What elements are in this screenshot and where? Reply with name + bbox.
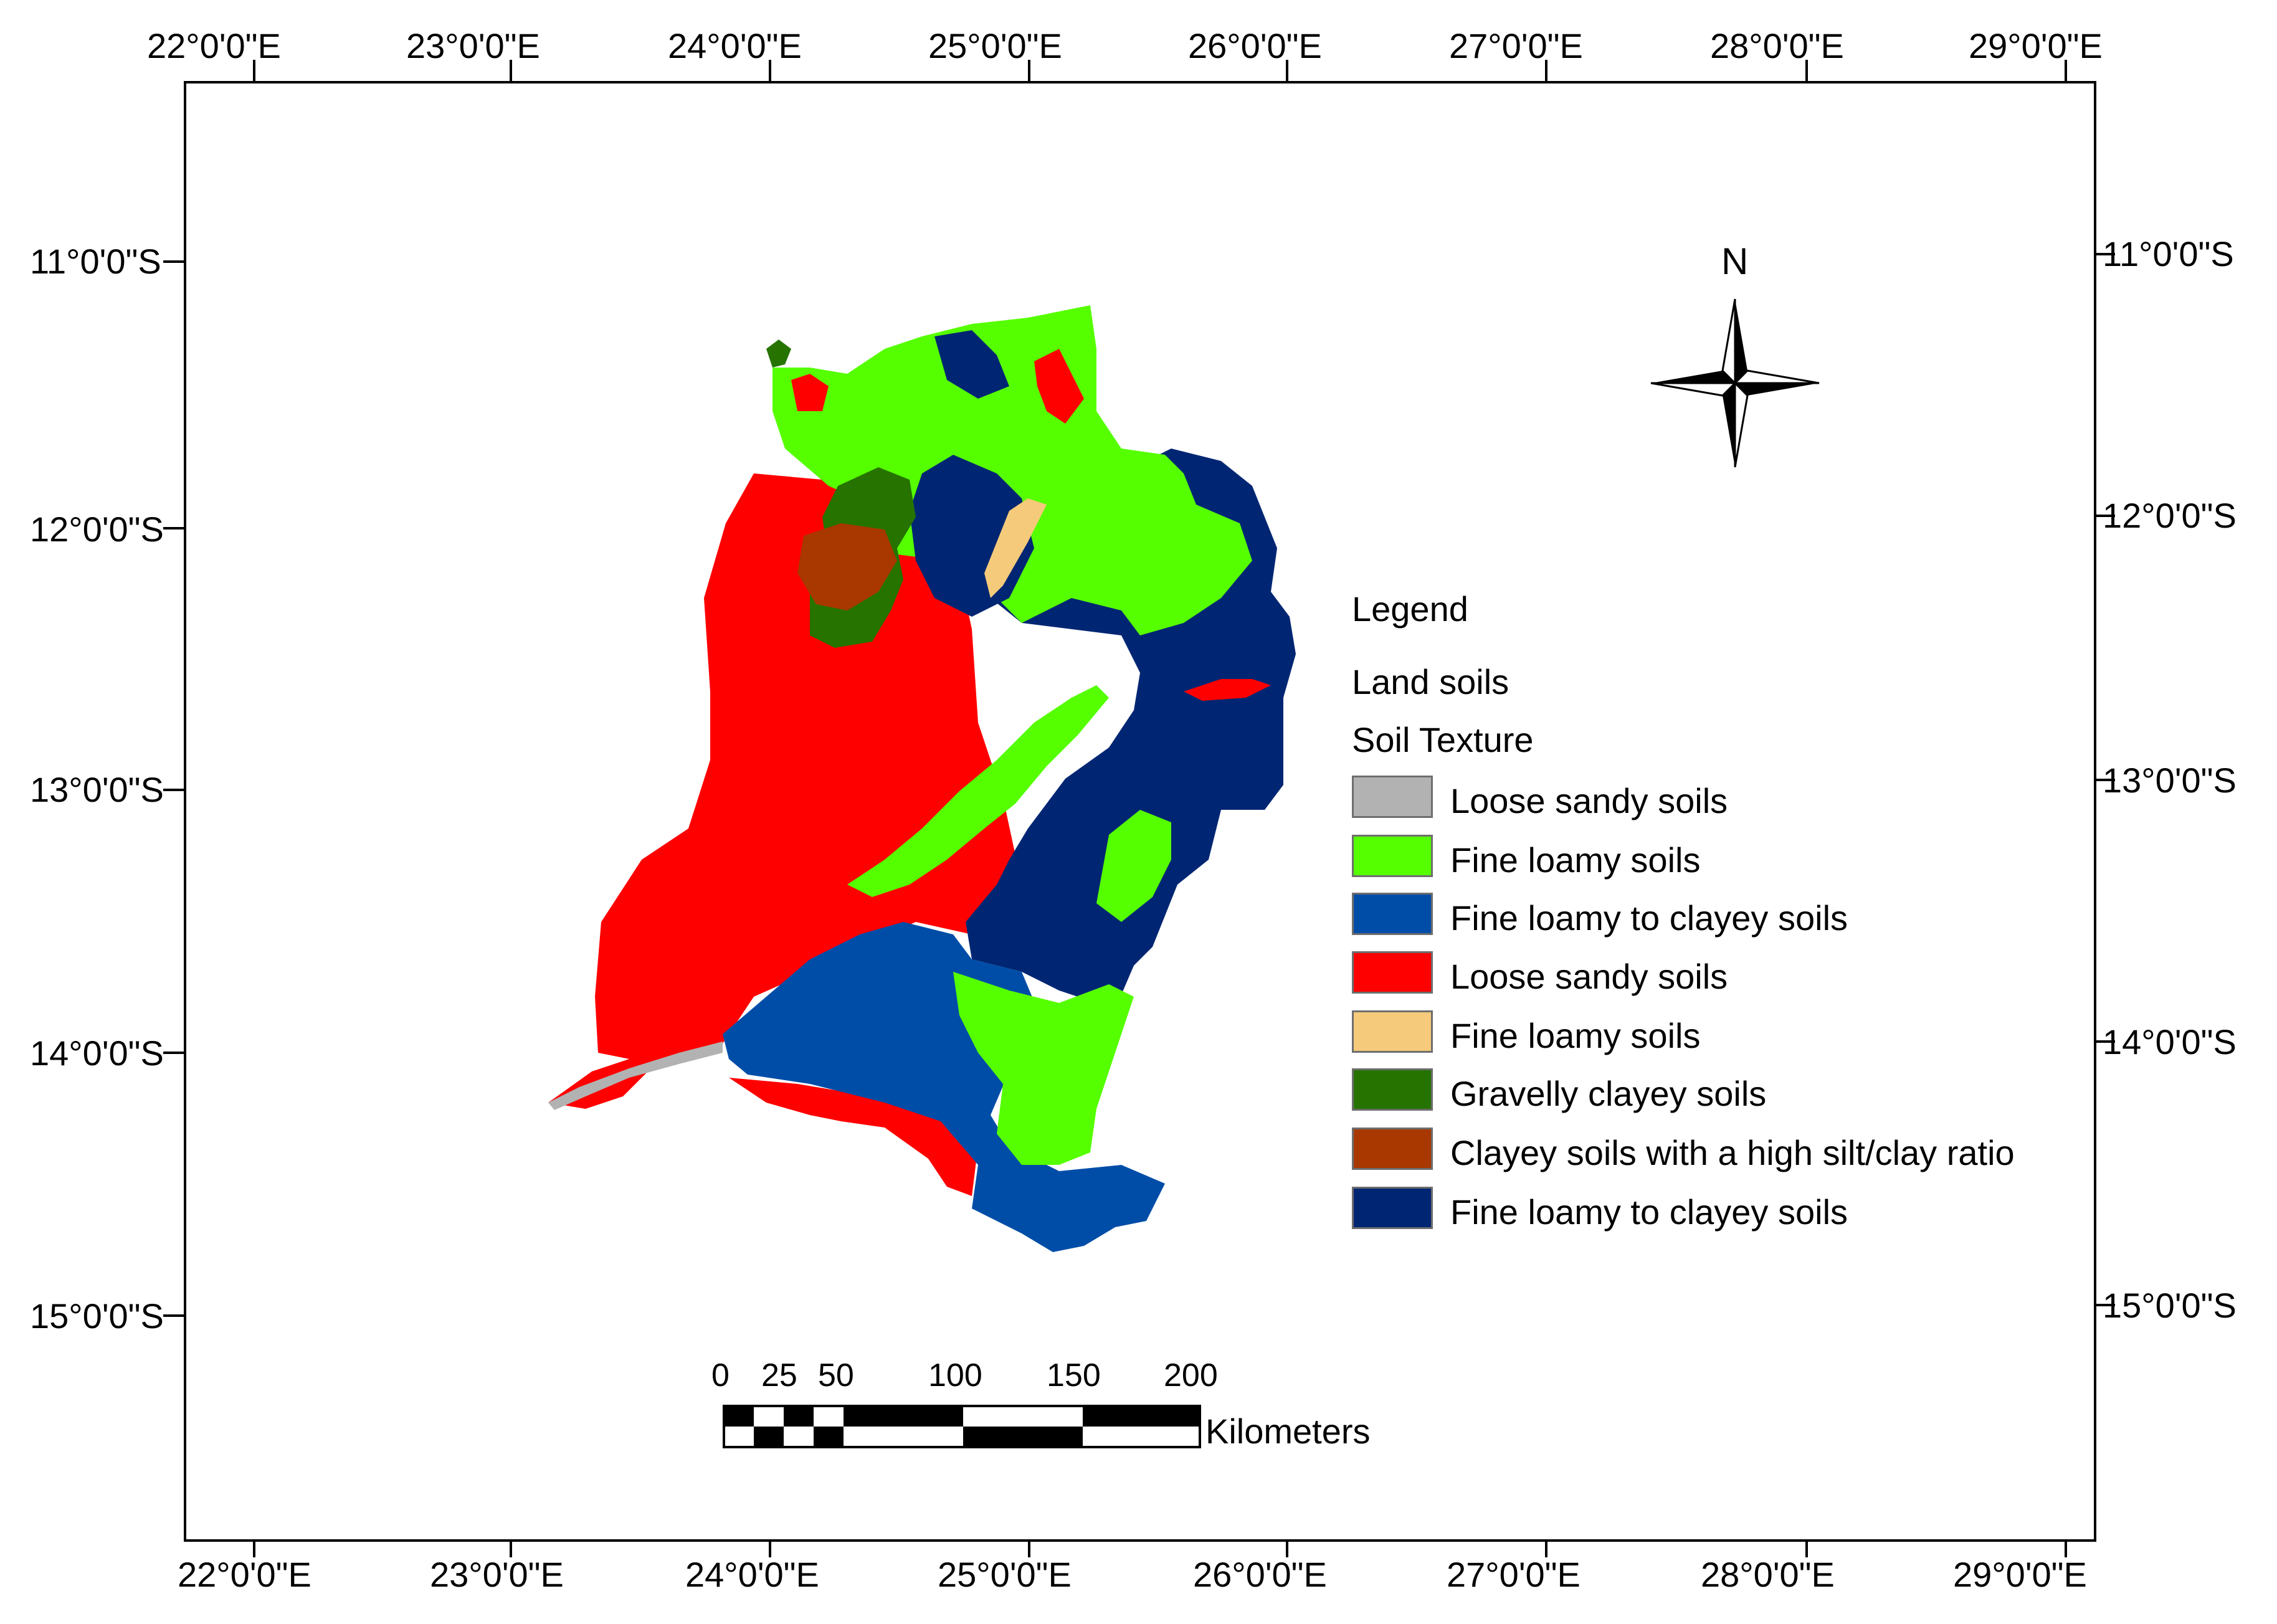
lon-label-top: 27°0'0"E <box>1449 26 1583 65</box>
legend-swatch <box>1352 776 1433 818</box>
region-fine-loamy-green-band <box>847 685 1109 897</box>
lon-label-bottom: 22°0'0"E <box>178 1555 311 1594</box>
scale-bar <box>723 1405 1201 1448</box>
region-fine-loamy-green-south <box>953 972 1134 1165</box>
lat-label-left: 13°0'0"S <box>30 770 164 809</box>
region-loose-sandy-grey <box>548 1042 723 1110</box>
legend-swatch <box>1352 893 1433 935</box>
lat-label-left: 11°0'0"S <box>30 242 161 281</box>
scale-tick-label: 200 <box>1164 1357 1218 1394</box>
north-label: N <box>1721 240 1749 282</box>
region-fine-loamy-green-north <box>772 305 1252 635</box>
legend-label: Fine loamy soils <box>1450 840 1701 880</box>
lon-label-bottom: 23°0'0"E <box>430 1555 564 1594</box>
legend-swatch <box>1352 1128 1433 1170</box>
region-clayey-silt <box>797 523 897 610</box>
lat-label-right: 13°0'0"S <box>2103 761 2237 800</box>
lat-label-left: 12°0'0"S <box>30 510 164 549</box>
lon-label-bottom: 28°0'0"E <box>1701 1555 1835 1594</box>
graticule-ticks <box>163 60 2115 1557</box>
lon-label-top: 28°0'0"E <box>1710 26 1844 65</box>
lon-label-top: 29°0'0"E <box>1969 26 2103 65</box>
legend-label: Loose sandy soils <box>1450 781 1728 820</box>
scale-tick-label: 0 <box>711 1357 730 1394</box>
lat-label-right: 15°0'0"S <box>2103 1286 2237 1325</box>
legend-swatch <box>1352 835 1433 877</box>
north-arrow-icon <box>1650 298 1820 468</box>
region-fine-loamy-green-east <box>1096 810 1171 922</box>
region-fine-loamy-clayey-blue <box>723 922 1165 1252</box>
lat-label-right: 11°0'0"S <box>2103 234 2234 273</box>
legend-label: Fine loamy to clayey soils <box>1450 1192 1848 1232</box>
legend-label: Gravelly clayey soils <box>1450 1074 1767 1113</box>
map-frame <box>184 81 2096 1542</box>
lat-label-left: 15°0'0"S <box>30 1296 164 1336</box>
lon-label-top: 24°0'0"E <box>668 26 802 65</box>
legend-label: Loose sandy soils <box>1450 957 1728 996</box>
scale-tick-label: 50 <box>818 1357 854 1394</box>
region-red-north-speckle <box>1034 349 1084 424</box>
lon-label-bottom: 24°0'0"E <box>685 1555 819 1594</box>
lon-label-top: 22°0'0"E <box>147 26 281 65</box>
legend-swatch <box>1352 951 1433 994</box>
region-navy-north-1 <box>934 330 1009 399</box>
legend-label: Fine loamy to clayey soils <box>1450 898 1848 938</box>
legend-layer-name: Land soils <box>1352 662 1509 701</box>
lon-label-top: 23°0'0"E <box>406 26 540 65</box>
region-gravelly-clayey-small <box>766 340 791 368</box>
legend-field-name: Soil Texture <box>1352 720 1534 759</box>
lon-label-bottom: 29°0'0"E <box>1953 1555 2087 1594</box>
region-loose-sandy-red <box>548 473 1022 1109</box>
scale-tick-label: 100 <box>928 1357 982 1394</box>
legend-swatch <box>1352 1187 1433 1229</box>
scale-tick-label: 150 <box>1047 1357 1101 1394</box>
lon-label-bottom: 27°0'0"E <box>1447 1555 1581 1594</box>
lon-label-bottom: 25°0'0"E <box>938 1555 1072 1594</box>
legend-swatch <box>1352 1068 1433 1111</box>
legend-label: Fine loamy soils <box>1450 1016 1701 1055</box>
lon-label-top: 26°0'0"E <box>1188 26 1322 65</box>
region-fine-loamy-tan <box>984 498 1047 598</box>
lat-label-right: 14°0'0"S <box>2103 1022 2237 1061</box>
lon-label-bottom: 26°0'0"E <box>1193 1555 1327 1594</box>
lat-label-right: 12°0'0"S <box>2103 496 2237 535</box>
legend-swatch <box>1352 1010 1433 1053</box>
region-red-east-sliver <box>1184 679 1271 701</box>
legend-title: Legend <box>1352 589 1468 629</box>
scale-unit-label: Kilometers <box>1205 1412 1371 1451</box>
lon-label-top: 25°0'0"E <box>928 26 1062 65</box>
region-red-north-small <box>791 374 829 411</box>
legend-label: Clayey soils with a high silt/clay ratio <box>1450 1133 2015 1172</box>
scale-tick-label: 25 <box>761 1357 797 1394</box>
lat-label-left: 14°0'0"S <box>30 1033 164 1073</box>
